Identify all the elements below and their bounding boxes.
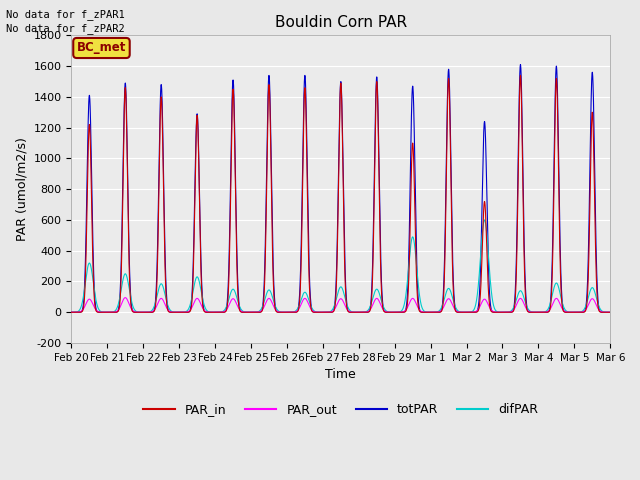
Line: PAR_out: PAR_out [72, 298, 611, 312]
PAR_out [394, 310, 401, 315]
totPAR [394, 310, 401, 315]
PAR_out [403, 306, 411, 312]
difPAR [607, 310, 614, 315]
Legend: PAR_in, PAR_out, totPAR, difPAR: PAR_in, PAR_out, totPAR, difPAR [138, 398, 543, 421]
PAR_in [68, 310, 76, 315]
totPAR [218, 310, 226, 315]
PAR_in [606, 310, 614, 315]
Line: PAR_in: PAR_in [72, 75, 611, 312]
PAR_in [183, 310, 191, 315]
X-axis label: Time: Time [326, 368, 356, 381]
difPAR [606, 310, 614, 315]
Text: No data for f_zPAR2: No data for f_zPAR2 [6, 23, 125, 34]
totPAR [606, 310, 614, 315]
totPAR [403, 301, 410, 307]
difPAR [403, 286, 410, 292]
totPAR [183, 309, 191, 315]
PAR_out [68, 310, 76, 315]
difPAR [394, 309, 401, 315]
totPAR [556, 191, 563, 197]
PAR_in [607, 310, 614, 315]
Line: difPAR: difPAR [72, 220, 611, 312]
totPAR [68, 310, 76, 315]
PAR_out [556, 299, 563, 305]
Text: No data for f_zPAR1: No data for f_zPAR1 [6, 9, 125, 20]
totPAR [516, 62, 524, 68]
difPAR [68, 310, 76, 315]
Line: totPAR: totPAR [72, 65, 611, 312]
PAR_in [394, 310, 401, 315]
difPAR [556, 287, 563, 292]
PAR_out [122, 295, 129, 300]
Text: BC_met: BC_met [77, 41, 126, 55]
PAR_out [218, 309, 226, 315]
difPAR [183, 308, 191, 314]
PAR_out [183, 309, 191, 315]
difPAR [481, 217, 488, 223]
PAR_in [403, 306, 410, 312]
PAR_in [218, 310, 226, 315]
totPAR [607, 310, 614, 315]
PAR_in [516, 72, 524, 78]
PAR_out [607, 310, 614, 315]
Title: Bouldin Corn PAR: Bouldin Corn PAR [275, 15, 407, 30]
difPAR [218, 309, 226, 315]
PAR_out [606, 310, 614, 315]
Y-axis label: PAR (umol/m2/s): PAR (umol/m2/s) [15, 137, 28, 241]
PAR_in [556, 211, 563, 216]
